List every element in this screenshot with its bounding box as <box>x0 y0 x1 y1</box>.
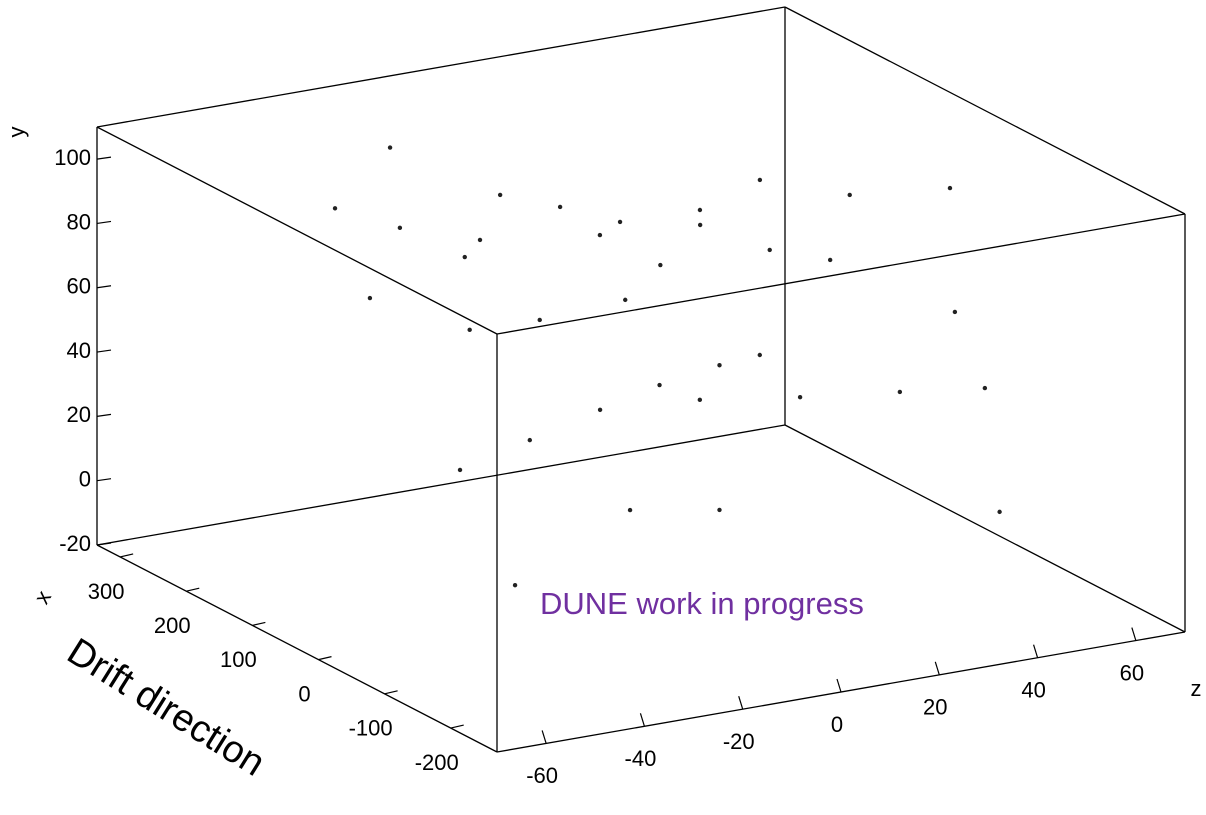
z-tick-label: 0 <box>831 712 843 737</box>
hit-point <box>368 296 372 300</box>
hit-point <box>997 510 1001 514</box>
z-tick-label: 20 <box>923 695 947 720</box>
z-tick <box>739 696 743 709</box>
x-tick-label: 200 <box>154 613 191 638</box>
hit-point <box>463 255 467 259</box>
box-edge <box>497 214 1185 334</box>
hit-point <box>983 386 987 390</box>
hit-point <box>628 508 632 512</box>
z-tick-label: -40 <box>625 746 657 771</box>
z-axis-title: z <box>1191 676 1202 701</box>
hit-point <box>498 193 502 197</box>
hit-point <box>828 258 832 262</box>
hit-point <box>698 398 702 402</box>
z-tick <box>1132 628 1136 641</box>
x-tick-label: 100 <box>220 647 257 672</box>
hit-point <box>768 248 772 252</box>
hit-point <box>948 186 952 190</box>
y-tick-label: 80 <box>67 209 91 234</box>
y-tick <box>97 350 111 352</box>
y-tick-label: 40 <box>67 338 91 363</box>
box-edge <box>785 7 1185 214</box>
z-tick-label: 60 <box>1120 660 1144 685</box>
hit-point <box>618 220 622 224</box>
hit-point <box>758 353 762 357</box>
z-tick <box>935 662 939 675</box>
z-tick <box>837 679 841 692</box>
hit-point <box>398 226 402 230</box>
x-tick-label: 0 <box>298 681 310 706</box>
x-tick <box>451 725 464 728</box>
hit-point <box>333 206 337 210</box>
box-edge <box>97 7 785 127</box>
x-tick-label: 300 <box>88 579 125 604</box>
chart: y x z Drift direction DUNE work in progr… <box>0 0 1206 815</box>
hit-point <box>467 328 471 332</box>
x-tick <box>252 622 265 625</box>
hit-point <box>598 408 602 412</box>
x-tick <box>186 588 199 591</box>
x-tick-label: -100 <box>349 716 393 741</box>
hit-point <box>658 263 662 267</box>
hit-point <box>558 205 562 209</box>
hit-point <box>458 468 462 472</box>
hit-point <box>388 145 392 149</box>
y-tick <box>97 286 111 288</box>
y-tick <box>97 479 111 481</box>
y-tick-label: 0 <box>79 467 91 492</box>
y-tick-label: 20 <box>67 402 91 427</box>
y-tick-label: 60 <box>67 274 91 299</box>
z-tick-label: 40 <box>1021 678 1045 703</box>
hit-point <box>717 508 721 512</box>
hit-point <box>798 395 802 399</box>
x-axis-title: x <box>29 586 56 608</box>
hit-point <box>513 583 517 587</box>
z-tick <box>640 713 644 726</box>
hit-point <box>538 318 542 322</box>
hit-point <box>953 310 957 314</box>
z-tick-label: -60 <box>526 763 558 788</box>
y-tick-label: 100 <box>54 145 91 170</box>
x-tick-label: -200 <box>415 750 459 775</box>
y-axis-title: y <box>4 127 29 138</box>
y-tick <box>97 157 111 159</box>
z-tick <box>542 730 546 743</box>
x-tick <box>318 657 331 660</box>
hit-point <box>657 383 661 387</box>
hit-point <box>478 238 482 242</box>
y-tick <box>97 221 111 223</box>
hit-point <box>598 233 602 237</box>
hit-point <box>758 178 762 182</box>
watermark-label: DUNE work in progress <box>540 586 864 621</box>
hit-point <box>698 223 702 227</box>
y-tick <box>97 414 111 416</box>
x-tick <box>385 691 398 694</box>
z-tick <box>1034 645 1038 658</box>
hit-point <box>623 298 627 302</box>
box-edge <box>97 127 497 334</box>
z-tick-label: -20 <box>723 729 755 754</box>
hit-point <box>528 438 532 442</box>
hit-point <box>698 208 702 212</box>
x-tick <box>120 554 133 557</box>
hit-point <box>848 193 852 197</box>
y-tick-label: -20 <box>59 531 91 556</box>
hit-point <box>717 363 721 367</box>
box-edge <box>97 425 785 545</box>
hit-point <box>898 390 902 394</box>
